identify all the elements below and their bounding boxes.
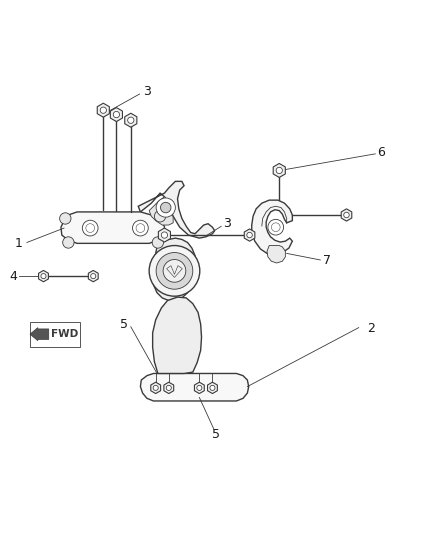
Circle shape (91, 273, 96, 279)
FancyArrow shape (30, 328, 49, 341)
Polygon shape (152, 297, 201, 374)
Circle shape (100, 107, 106, 114)
Polygon shape (164, 382, 174, 393)
Polygon shape (39, 270, 48, 282)
Circle shape (247, 232, 252, 238)
Polygon shape (110, 108, 123, 122)
Text: 3: 3 (223, 217, 231, 230)
Circle shape (153, 385, 158, 391)
Text: 1: 1 (15, 237, 23, 251)
Polygon shape (159, 228, 170, 242)
Circle shape (127, 117, 134, 123)
Polygon shape (267, 246, 286, 263)
Circle shape (154, 211, 166, 222)
Text: 6: 6 (378, 146, 385, 159)
Text: 3: 3 (143, 85, 151, 99)
Circle shape (161, 232, 168, 238)
Circle shape (344, 212, 349, 218)
Text: 5: 5 (212, 428, 219, 441)
Circle shape (113, 111, 120, 118)
Polygon shape (244, 229, 255, 241)
Circle shape (60, 213, 71, 224)
Polygon shape (149, 197, 173, 225)
Polygon shape (88, 270, 98, 282)
Polygon shape (151, 382, 161, 393)
Text: FWD: FWD (51, 329, 78, 339)
Circle shape (63, 237, 74, 248)
Circle shape (160, 203, 171, 213)
Polygon shape (208, 382, 217, 393)
Circle shape (156, 253, 193, 289)
Polygon shape (273, 164, 285, 177)
Circle shape (276, 167, 283, 174)
Polygon shape (97, 103, 110, 117)
Text: 5: 5 (120, 318, 128, 330)
Polygon shape (159, 247, 189, 290)
Circle shape (136, 224, 145, 232)
Text: 2: 2 (367, 322, 375, 335)
Circle shape (82, 220, 98, 236)
Circle shape (149, 246, 200, 296)
Circle shape (86, 224, 95, 232)
Circle shape (163, 260, 186, 282)
Circle shape (133, 220, 148, 236)
Polygon shape (152, 238, 196, 301)
Polygon shape (341, 209, 352, 221)
Polygon shape (138, 181, 215, 238)
Circle shape (152, 237, 163, 248)
Circle shape (156, 198, 175, 217)
Circle shape (268, 220, 284, 235)
Circle shape (272, 223, 280, 231)
FancyBboxPatch shape (30, 321, 80, 347)
Polygon shape (61, 212, 164, 244)
Circle shape (41, 273, 46, 279)
Polygon shape (125, 113, 137, 127)
Circle shape (210, 385, 215, 391)
Circle shape (166, 385, 171, 391)
Polygon shape (252, 200, 292, 254)
Polygon shape (194, 382, 204, 393)
Text: 4: 4 (10, 270, 18, 282)
Polygon shape (141, 374, 249, 401)
Circle shape (197, 385, 202, 391)
Text: 7: 7 (323, 254, 331, 268)
